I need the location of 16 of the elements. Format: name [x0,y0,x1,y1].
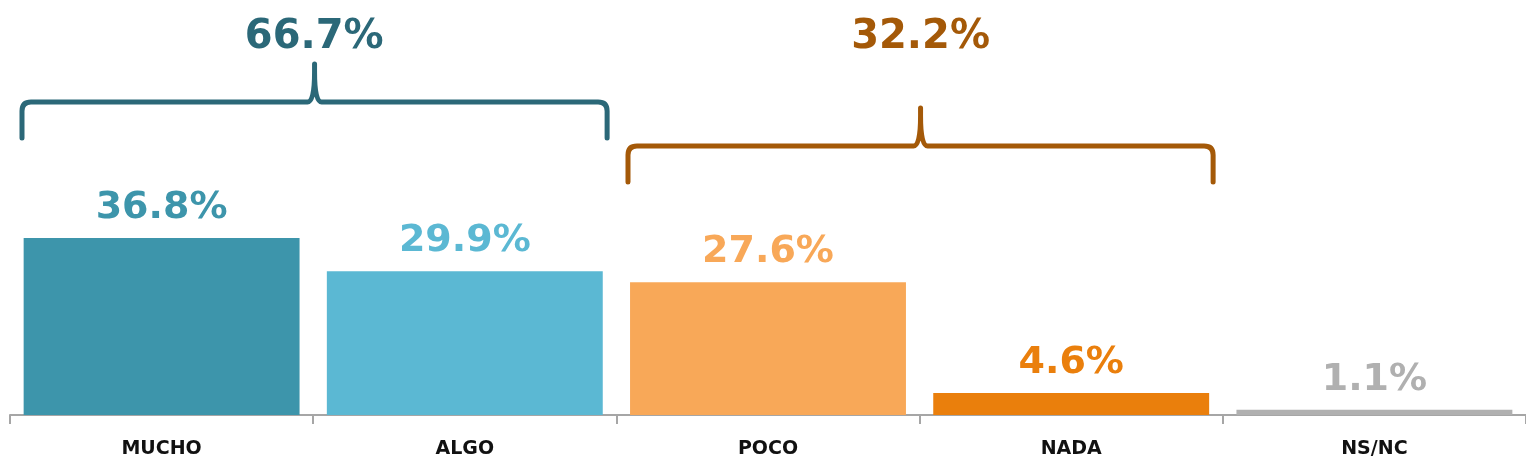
x-tick-label: POCO [737,435,799,458]
bar [630,282,906,415]
text: 32.2% [851,11,990,57]
text: 66.7% [244,11,384,57]
x-tick-label: ALGO [435,435,495,458]
bar [933,392,1210,415]
data-label: 4.6% [1018,337,1124,382]
data-label: 27.6% [702,227,834,272]
x-tick-label: MUCHO [121,435,202,458]
data-label: 1.1% [1321,354,1428,399]
data-label: 36.8% [95,183,228,227]
x-tick-label: NS/NC [1341,435,1408,458]
bar [23,238,300,415]
data-label: 29.9% [398,216,531,261]
x-tick-label: NADA [1040,435,1103,458]
bar [326,271,603,415]
